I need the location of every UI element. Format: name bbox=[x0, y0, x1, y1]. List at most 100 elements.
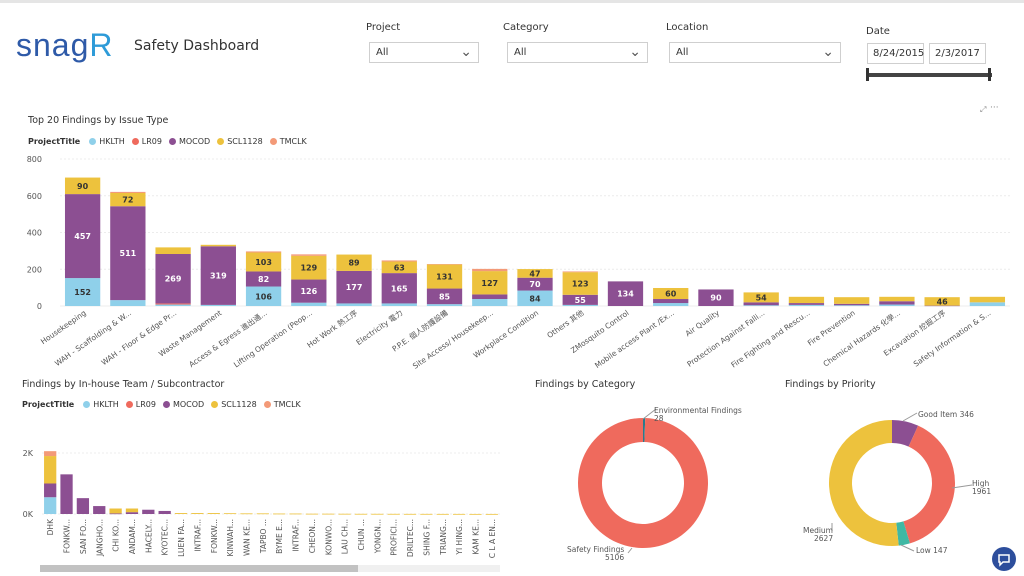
slider-end-handle[interactable] bbox=[988, 68, 991, 81]
bar-segment bbox=[322, 513, 335, 515]
bar-segment bbox=[517, 290, 553, 306]
x-category-label: Mobile access Plant /Ex... bbox=[593, 308, 676, 370]
focus-mode-icon[interactable]: ⤢ bbox=[980, 105, 987, 114]
x-category-label: INTRAF... bbox=[292, 519, 301, 552]
legend-label: LR09 bbox=[141, 137, 162, 146]
data-label: 127 bbox=[481, 279, 498, 288]
chat-button[interactable] bbox=[992, 547, 1016, 571]
bar-segment bbox=[924, 305, 960, 307]
bar-segment bbox=[291, 302, 327, 306]
slice-label: High bbox=[972, 479, 989, 488]
bar-segment bbox=[743, 302, 779, 306]
data-label: 85 bbox=[439, 292, 451, 301]
bar-segment bbox=[155, 253, 191, 304]
data-label: 134 bbox=[617, 290, 634, 299]
x-category-label: LAU CH... bbox=[341, 519, 350, 554]
bar-segment bbox=[245, 252, 282, 272]
end-date-input[interactable]: 2/3/2017 bbox=[929, 43, 986, 64]
legend-label: MOCOD bbox=[178, 137, 211, 146]
category-dropdown[interactable]: All ⌄ bbox=[507, 42, 648, 63]
bar-segment bbox=[289, 513, 302, 515]
data-label: 165 bbox=[391, 284, 408, 293]
bar-segment bbox=[125, 508, 139, 513]
x-category-label: Fire Fighting and Rescu... bbox=[729, 308, 811, 369]
bar-segment bbox=[240, 513, 253, 515]
bar-segment bbox=[76, 498, 90, 514]
bar-segment bbox=[44, 451, 57, 457]
bar-segment bbox=[245, 286, 282, 306]
legend-dot bbox=[162, 401, 170, 408]
bar-segment bbox=[653, 299, 689, 304]
legend-item: SCL1128 bbox=[217, 137, 263, 146]
start-date-input[interactable]: 8/24/2015 bbox=[867, 43, 924, 64]
legend-item: HKLTH bbox=[83, 400, 119, 409]
x-category-label: INTRAF... bbox=[193, 519, 202, 552]
donut-slice bbox=[892, 420, 919, 447]
x-category-label: Site Access/ Housekeep... bbox=[411, 308, 495, 370]
bar-segment bbox=[879, 301, 915, 305]
legend-label: LR09 bbox=[135, 400, 156, 409]
data-label: 63 bbox=[394, 263, 405, 272]
data-label: 269 bbox=[165, 275, 182, 284]
x-category-label: KYOTEC... bbox=[161, 519, 170, 555]
location-dropdown-value: All bbox=[676, 47, 689, 58]
horizontal-scrollbar-thumb[interactable] bbox=[40, 565, 358, 572]
x-category-label: ANDAM... bbox=[128, 519, 137, 554]
slice-value: 2627 bbox=[814, 534, 833, 543]
more-options-icon[interactable]: ··· bbox=[990, 103, 999, 113]
x-category-label: Lifting Operation (Peop... bbox=[232, 308, 314, 369]
logo-text: snag bbox=[16, 27, 90, 63]
bar-segment bbox=[110, 192, 146, 207]
data-label: 89 bbox=[348, 259, 360, 268]
date-range-slider[interactable] bbox=[866, 73, 992, 77]
bar-segment bbox=[472, 299, 508, 306]
bar-segment bbox=[336, 270, 372, 304]
data-label: 177 bbox=[346, 283, 363, 292]
x-category-label: WAH - Scaffolding & W... bbox=[53, 308, 133, 368]
bar-segment bbox=[155, 304, 191, 306]
legend-dot bbox=[83, 401, 91, 408]
x-category-label: Safety Information & S... bbox=[912, 308, 993, 368]
bar-segment bbox=[291, 254, 327, 256]
x-category-label: KONWO... bbox=[324, 519, 333, 555]
x-category-label: Access & Egress 進出通... bbox=[187, 307, 269, 369]
legend-item: LR09 bbox=[125, 400, 156, 409]
bar-segment bbox=[64, 194, 101, 279]
y-tick-label: 2K bbox=[23, 449, 34, 458]
bar-segment bbox=[469, 513, 482, 515]
bar-segment bbox=[64, 177, 101, 195]
location-dropdown[interactable]: All ⌄ bbox=[669, 42, 841, 63]
bar-segment bbox=[155, 303, 191, 305]
bar-segment bbox=[381, 261, 417, 274]
legend-item: HKLTH bbox=[89, 137, 125, 146]
x-category-label: TAPBO ... bbox=[259, 519, 268, 554]
slider-start-handle[interactable] bbox=[866, 68, 869, 81]
bar-segment bbox=[879, 304, 915, 306]
legend-dot bbox=[211, 401, 219, 408]
slice-label: Safety Findings bbox=[567, 545, 624, 554]
project-dropdown[interactable]: All ⌄ bbox=[369, 42, 479, 63]
bar-segment bbox=[485, 513, 498, 515]
donut-slice bbox=[903, 425, 955, 544]
bar-segment bbox=[436, 513, 449, 515]
bar-segment bbox=[426, 288, 463, 305]
bar-segment bbox=[110, 206, 146, 301]
bar-segment bbox=[834, 297, 870, 304]
data-label: 54 bbox=[756, 293, 768, 302]
bar-segment bbox=[969, 296, 1006, 303]
y-tick-label: 0 bbox=[37, 302, 42, 311]
bar-segment bbox=[698, 289, 734, 306]
snagr-logo: snagR bbox=[16, 27, 114, 64]
legend-dot bbox=[263, 401, 271, 408]
bar-segment bbox=[743, 292, 779, 303]
team-legend: ProjectTitle HKLTH LR09 MOCOD SCL1128 TM… bbox=[22, 400, 301, 409]
legend-item: MOCOD bbox=[168, 137, 211, 146]
page-title: Safety Dashboard bbox=[134, 38, 260, 54]
chevron-down-icon: ⌄ bbox=[629, 44, 641, 60]
project-filter-label: Project bbox=[366, 22, 401, 33]
slice-label: Low 147 bbox=[916, 546, 948, 555]
legend-item: LR09 bbox=[131, 137, 162, 146]
leader-line bbox=[900, 544, 915, 552]
legend-item: TMCLK bbox=[263, 400, 301, 409]
